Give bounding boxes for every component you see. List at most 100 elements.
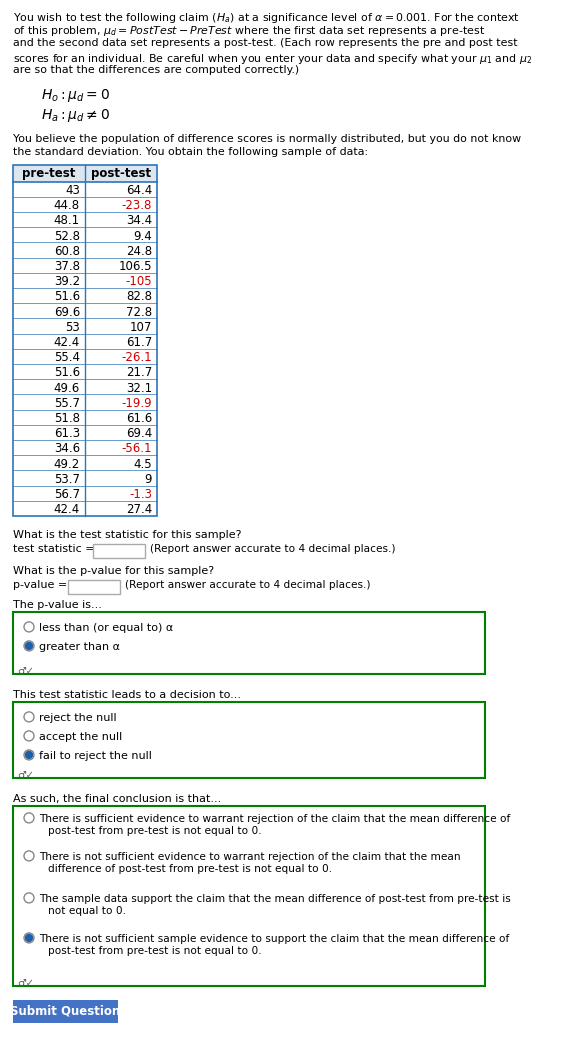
Text: -26.1: -26.1 [121, 352, 152, 364]
Text: ♂✓: ♂✓ [17, 666, 34, 676]
Text: less than (or equal to) α: less than (or equal to) α [39, 623, 173, 633]
Text: of this problem, $\mu_d = PostTest - PreTest$ where the first data set represent: of this problem, $\mu_d = PostTest - Pre… [13, 24, 485, 38]
Text: -56.1: -56.1 [121, 442, 152, 455]
Text: 53: 53 [65, 321, 80, 334]
Text: and the second data set represents a post-test. (Each row represents the pre and: and the second data set represents a pos… [13, 38, 517, 48]
Bar [13, 702, 485, 778]
Text: test statistic =: test statistic = [13, 544, 98, 554]
Circle shape [24, 851, 34, 861]
Text: You wish to test the following claim ($H_a$) at a significance level of $\alpha : You wish to test the following claim ($H… [13, 11, 520, 25]
Text: The sample data support the claim that the mean difference of post-test from pre: The sample data support the claim that t… [39, 893, 511, 904]
Text: 82.8: 82.8 [126, 290, 152, 303]
Text: There is not sufficient sample evidence to support the claim that the mean diffe: There is not sufficient sample evidence … [39, 934, 509, 944]
Text: 49.6: 49.6 [54, 381, 80, 395]
Text: reject the null: reject the null [39, 713, 117, 723]
Text: ♂✓: ♂✓ [17, 770, 34, 780]
Text: 48.1: 48.1 [54, 214, 80, 227]
Text: fail to reject the null: fail to reject the null [39, 751, 152, 761]
Circle shape [26, 642, 32, 649]
Text: You believe the population of difference scores is normally distributed, but you: You believe the population of difference… [13, 133, 521, 144]
Circle shape [24, 893, 34, 903]
Text: greater than α: greater than α [39, 642, 120, 652]
Text: 37.8: 37.8 [54, 260, 80, 274]
Text: -19.9: -19.9 [121, 397, 152, 410]
Text: scores for an individual. Be careful when you enter your data and specify what y: scores for an individual. Be careful whe… [13, 52, 532, 65]
Circle shape [26, 935, 32, 941]
Text: As such, the final conclusion is that...: As such, the final conclusion is that... [13, 794, 221, 804]
Text: 39.2: 39.2 [54, 276, 80, 288]
Text: 34.6: 34.6 [54, 442, 80, 455]
Bar [68, 580, 120, 593]
Text: 53.7: 53.7 [54, 473, 80, 486]
Text: What is the test statistic for this sample?: What is the test statistic for this samp… [13, 530, 241, 540]
Text: 64.4: 64.4 [126, 184, 152, 197]
Bar [13, 165, 157, 516]
Text: pre-test: pre-test [22, 167, 75, 180]
Text: 69.6: 69.6 [54, 305, 80, 319]
Text: 55.7: 55.7 [54, 397, 80, 410]
Text: 49.2: 49.2 [54, 457, 80, 471]
Text: 9.4: 9.4 [133, 229, 152, 243]
Text: -1.3: -1.3 [129, 488, 152, 501]
Text: 34.4: 34.4 [126, 214, 152, 227]
Text: (Report answer accurate to 4 decimal places.): (Report answer accurate to 4 decimal pla… [150, 544, 396, 554]
Text: 69.4: 69.4 [126, 428, 152, 440]
Text: 56.7: 56.7 [54, 488, 80, 501]
Circle shape [24, 712, 34, 722]
Text: difference of post-test from pre-test is not equal to 0.: difference of post-test from pre-test is… [48, 864, 332, 874]
Circle shape [24, 750, 34, 760]
Text: ♂✓: ♂✓ [17, 978, 34, 988]
Text: 24.8: 24.8 [126, 245, 152, 258]
Text: Submit Question: Submit Question [10, 1004, 121, 1017]
Text: $H_a: \mu_d \neq 0$: $H_a: \mu_d \neq 0$ [41, 107, 110, 124]
Text: the standard deviation. You obtain the following sample of data:: the standard deviation. You obtain the f… [13, 147, 368, 157]
Circle shape [24, 641, 34, 650]
Text: post-test from pre-test is not equal to 0.: post-test from pre-test is not equal to … [48, 826, 262, 836]
Text: post-test from pre-test is not equal to 0.: post-test from pre-test is not equal to … [48, 946, 262, 956]
Text: 72.8: 72.8 [126, 305, 152, 319]
Text: post-test: post-test [91, 167, 151, 180]
Bar [13, 165, 157, 182]
Text: p-value =: p-value = [13, 580, 71, 590]
Text: There is not sufficient evidence to warrant rejection of the claim that the mean: There is not sufficient evidence to warr… [39, 852, 461, 862]
Circle shape [26, 752, 32, 758]
Circle shape [24, 731, 34, 741]
Bar [13, 1000, 118, 1023]
Text: 61.6: 61.6 [126, 412, 152, 425]
Text: 27.4: 27.4 [126, 504, 152, 516]
Text: 4.5: 4.5 [133, 457, 152, 471]
Text: The p-value is...: The p-value is... [13, 600, 102, 610]
Text: -105: -105 [125, 276, 152, 288]
Text: $H_o: \mu_d = 0$: $H_o: \mu_d = 0$ [41, 88, 110, 105]
Text: are so that the differences are computed correctly.): are so that the differences are computed… [13, 65, 299, 75]
Text: -23.8: -23.8 [122, 200, 152, 212]
Bar [13, 611, 485, 674]
Text: 42.4: 42.4 [54, 336, 80, 348]
Text: 61.3: 61.3 [54, 428, 80, 440]
Text: (Report answer accurate to 4 decimal places.): (Report answer accurate to 4 decimal pla… [125, 580, 371, 590]
Text: 55.4: 55.4 [54, 352, 80, 364]
Text: accept the null: accept the null [39, 732, 122, 742]
Text: 60.8: 60.8 [54, 245, 80, 258]
Text: 42.4: 42.4 [54, 504, 80, 516]
Text: 106.5: 106.5 [118, 260, 152, 274]
Circle shape [24, 622, 34, 631]
Bar [93, 544, 145, 558]
Text: 51.6: 51.6 [54, 366, 80, 379]
Text: 21.7: 21.7 [126, 366, 152, 379]
Text: 52.8: 52.8 [54, 229, 80, 243]
Text: 32.1: 32.1 [126, 381, 152, 395]
Text: What is the p-value for this sample?: What is the p-value for this sample? [13, 566, 214, 576]
Text: 9: 9 [144, 473, 152, 486]
Circle shape [24, 813, 34, 823]
Circle shape [24, 932, 34, 943]
Text: 107: 107 [129, 321, 152, 334]
Text: There is sufficient evidence to warrant rejection of the claim that the mean dif: There is sufficient evidence to warrant … [39, 814, 510, 824]
Text: 51.8: 51.8 [54, 412, 80, 425]
Text: 51.6: 51.6 [54, 290, 80, 303]
Text: not equal to 0.: not equal to 0. [48, 906, 126, 916]
Bar [13, 806, 485, 986]
Text: This test statistic leads to a decision to...: This test statistic leads to a decision … [13, 690, 241, 700]
Text: 44.8: 44.8 [54, 200, 80, 212]
Text: 61.7: 61.7 [126, 336, 152, 348]
